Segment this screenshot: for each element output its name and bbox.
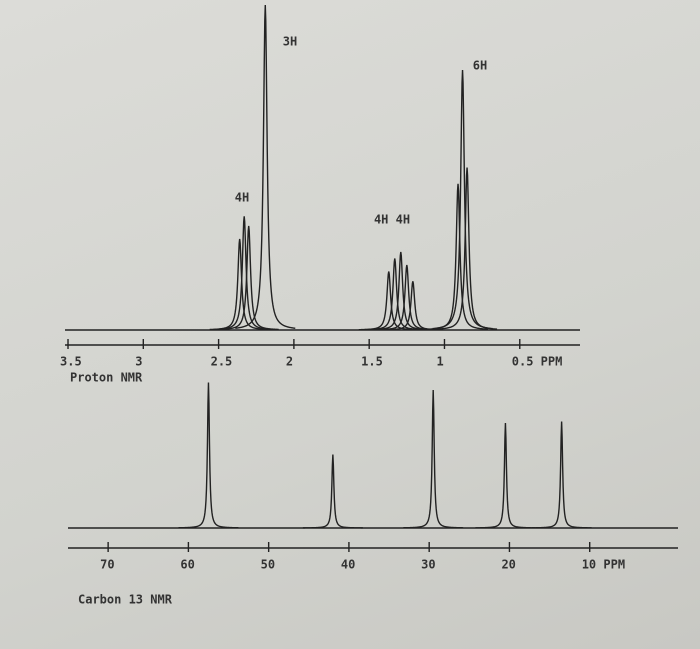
peak (437, 167, 498, 330)
integration-label: 6H (473, 59, 487, 73)
spectrum-title: Carbon 13 NMR (78, 593, 173, 607)
integration-label: 4H 4H (374, 213, 410, 227)
peak (218, 225, 279, 331)
x-tick-label: 2 (286, 355, 293, 369)
x-tick-label: 2.5 (211, 355, 233, 369)
peak (235, 4, 296, 329)
x-tick-label: 60 (180, 558, 194, 572)
spectrum-title: Proton NMR (70, 371, 143, 385)
x-tick-label: 1 (436, 355, 443, 369)
integration-label: 3H (283, 35, 297, 49)
peak (475, 422, 536, 529)
x-tick-label: 3.5 (60, 355, 82, 369)
x-tick-label: 40 (341, 558, 355, 572)
x-tick-label: 50 (261, 558, 275, 572)
peak (370, 251, 431, 331)
x-tick-label: 20 (501, 558, 515, 572)
x-tick-label: 70 (100, 558, 114, 572)
x-tick-label: 10 PPM (582, 558, 625, 572)
x-tick-label: 3 (135, 355, 142, 369)
peak (427, 183, 489, 330)
peak (302, 454, 363, 529)
x-tick-label: 0.5 PPM (512, 355, 563, 369)
x-tick-label: 1.5 (361, 355, 383, 369)
x-tick-label: 30 (421, 558, 435, 572)
integration-label: 4H (235, 191, 249, 205)
peak (178, 382, 239, 529)
peak (531, 421, 592, 529)
peak (403, 389, 464, 529)
